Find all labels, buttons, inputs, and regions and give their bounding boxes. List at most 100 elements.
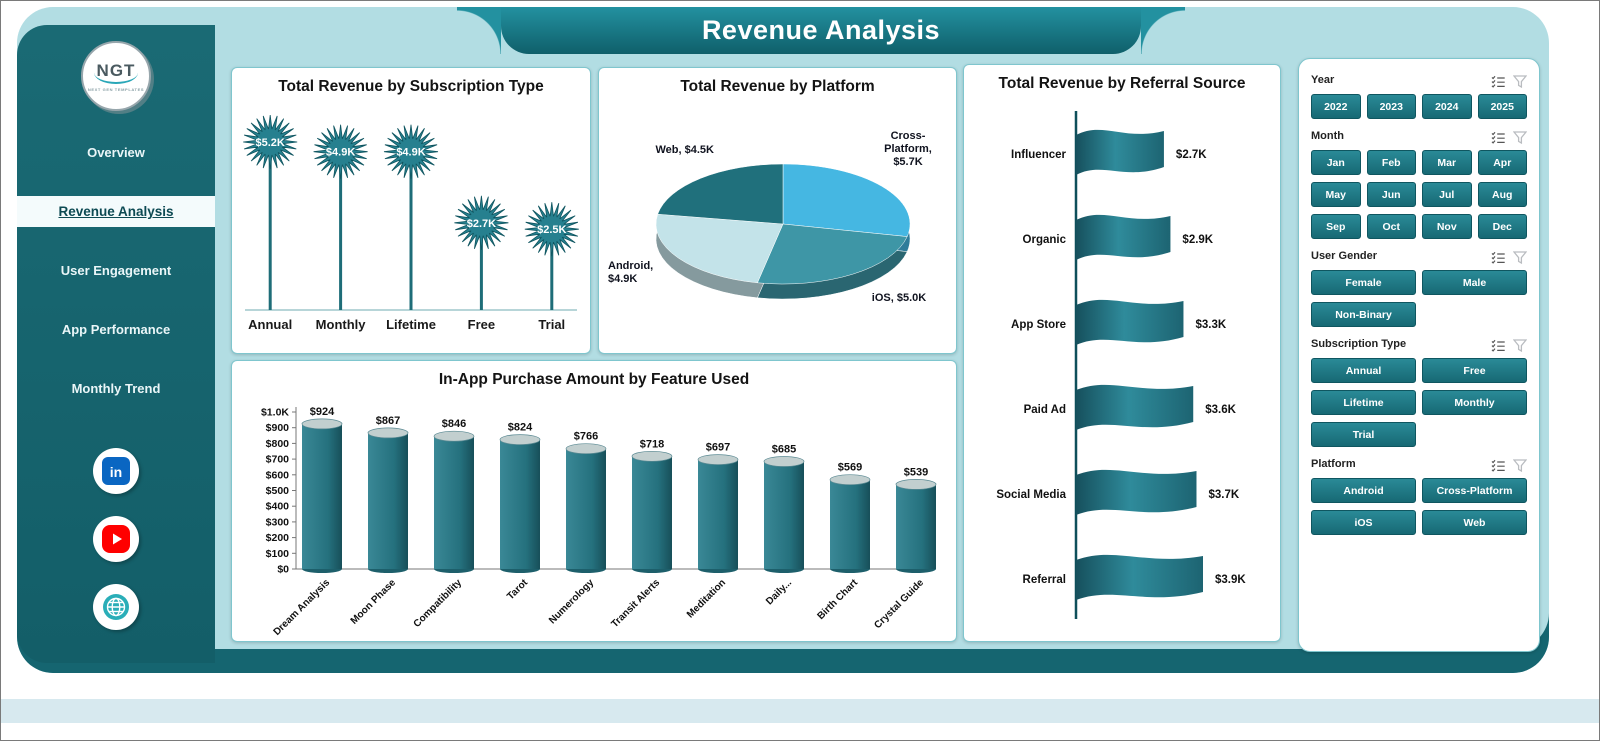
star-marker-trial[interactable] <box>524 202 579 257</box>
svg-text:$800: $800 <box>266 438 290 450</box>
slicer-option-platform-web[interactable]: Web <box>1422 510 1527 535</box>
slicer-option-subscription-type-monthly[interactable]: Monthly <box>1422 390 1527 415</box>
ngt-logo: NGT Next Gen Templates <box>81 41 151 111</box>
slicer-option-year-2025[interactable]: 2025 <box>1477 94 1527 119</box>
svg-text:$600: $600 <box>266 469 290 481</box>
clear-filter-icon[interactable] <box>1513 455 1527 472</box>
bar-dream-analysis[interactable] <box>302 423 342 569</box>
svg-text:Annual: Annual <box>248 317 292 332</box>
slicer-option-subscription-type-annual[interactable]: Annual <box>1311 358 1416 383</box>
svg-text:$400: $400 <box>266 501 290 513</box>
slicer-option-month-nov[interactable]: Nov <box>1422 214 1472 239</box>
slicer-option-user-gender-male[interactable]: Male <box>1422 270 1527 295</box>
slicer-option-month-may[interactable]: May <box>1311 182 1361 207</box>
bar-crystal-guide[interactable] <box>896 484 936 569</box>
slicer-option-month-sep[interactable]: Sep <box>1311 214 1361 239</box>
svg-text:$700: $700 <box>266 454 290 466</box>
pie-label-android: Android, $4.9K <box>608 260 653 285</box>
clear-filter-icon[interactable] <box>1513 335 1527 352</box>
slicer-option-year-2023[interactable]: 2023 <box>1366 94 1416 119</box>
linkedin-icon[interactable]: in <box>93 448 139 494</box>
youtube-icon[interactable] <box>93 516 139 562</box>
svg-text:$0: $0 <box>277 564 289 576</box>
pie-slice-cross-platform[interactable] <box>782 163 910 237</box>
slicer-option-platform-android[interactable]: Android <box>1311 478 1416 503</box>
svg-text:$1.0K: $1.0K <box>261 407 289 419</box>
svg-text:$2.7K: $2.7K <box>467 218 496 230</box>
slicer-option-month-dec[interactable]: Dec <box>1477 214 1527 239</box>
platform-pie-chart: Cross-Platform, $5.7K iOS, $5.0K Android, $4… <box>608 130 932 304</box>
slicer-option-user-gender-non-binary[interactable]: Non-Binary <box>1311 302 1416 327</box>
header-banner: Revenue Analysis <box>457 7 1185 54</box>
flag-app-store[interactable] <box>1076 299 1184 345</box>
flag-referral[interactable] <box>1076 554 1203 600</box>
website-globe-icon[interactable] <box>93 584 139 630</box>
sidebar-item-monthly-trend[interactable]: Monthly Trend <box>71 381 161 396</box>
multi-select-icon[interactable] <box>1491 335 1506 352</box>
bar-compatibility[interactable] <box>434 436 474 569</box>
slicer-option-month-jan[interactable]: Jan <box>1311 150 1361 175</box>
sidebar-item-user-engagement[interactable]: User Engagement <box>60 263 172 278</box>
star-marker-annual[interactable] <box>243 114 298 170</box>
chart-title-inapp: In-App Purchase Amount by Feature Used <box>438 371 750 388</box>
bar-moon-phase[interactable] <box>368 432 408 569</box>
slicer-option-month-jun[interactable]: Jun <box>1366 182 1416 207</box>
clear-filter-icon[interactable] <box>1513 127 1527 144</box>
slicer-option-subscription-type-free[interactable]: Free <box>1422 358 1527 383</box>
bar-numerology[interactable] <box>566 448 606 569</box>
flag-organic[interactable] <box>1076 214 1171 260</box>
slicer-option-month-apr[interactable]: Apr <box>1477 150 1527 175</box>
slicer-option-month-mar[interactable]: Mar <box>1422 150 1472 175</box>
pie-label-ios: iOS, $5.0K <box>871 292 925 304</box>
svg-text:$718: $718 <box>640 438 664 450</box>
sidebar-item-overview[interactable]: Overview <box>87 145 145 160</box>
chart-title-subscription: Total Revenue by Subscription Type <box>278 78 544 95</box>
sidebar-item-revenue-analysis[interactable]: Revenue Analysis <box>17 196 215 227</box>
svg-text:Tarot: Tarot <box>505 577 530 602</box>
slicer-option-subscription-type-lifetime[interactable]: Lifetime <box>1311 390 1416 415</box>
star-marker-monthly[interactable] <box>313 124 368 179</box>
flag-influencer[interactable] <box>1076 129 1164 175</box>
bar-meditation[interactable] <box>698 459 738 569</box>
clear-filter-icon[interactable] <box>1513 71 1527 88</box>
svg-text:Meditation: Meditation <box>685 577 728 620</box>
multi-select-icon[interactable] <box>1491 127 1506 144</box>
slicer-option-month-jul[interactable]: Jul <box>1422 182 1472 207</box>
slicer-option-month-feb[interactable]: Feb <box>1366 150 1416 175</box>
sidebar-item-app-performance[interactable]: App Performance <box>61 322 171 337</box>
inapp-chart-card: In-App Purchase Amount by Feature Used $… <box>231 360 957 642</box>
slicer-option-platform-ios[interactable]: iOS <box>1311 510 1416 535</box>
bar-daily[interactable] <box>764 461 804 570</box>
slicer-option-user-gender-female[interactable]: Female <box>1311 270 1416 295</box>
svg-text:$5.2K: $5.2K <box>256 137 285 149</box>
star-marker-free[interactable] <box>454 195 509 250</box>
slicer-user-gender: User Gender Female Male Non-Binary <box>1311 247 1527 327</box>
logo-text: NGT <box>93 61 139 84</box>
bar-transit-alerts[interactable] <box>632 456 672 569</box>
slicer-option-year-2024[interactable]: 2024 <box>1422 94 1472 119</box>
slicer-option-month-aug[interactable]: Aug <box>1477 182 1527 207</box>
multi-select-icon[interactable] <box>1491 247 1506 264</box>
svg-text:$867: $867 <box>376 415 400 427</box>
bar-tarot[interactable] <box>500 439 540 569</box>
star-marker-lifetime[interactable] <box>383 124 439 179</box>
slicer-option-month-oct[interactable]: Oct <box>1366 214 1416 239</box>
pie-slice-web[interactable] <box>656 163 783 225</box>
bar-birth-chart[interactable] <box>830 479 870 569</box>
slicer-option-subscription-type-trial[interactable]: Trial <box>1311 422 1416 447</box>
pie-slice-ios[interactable] <box>756 223 908 285</box>
pie-slice-android[interactable] <box>655 213 783 284</box>
slicer-title-platform: Platform <box>1311 457 1356 470</box>
flag-social-media[interactable] <box>1076 469 1197 515</box>
slicer-option-year-2022[interactable]: 2022 <box>1311 94 1361 119</box>
multi-select-icon[interactable] <box>1491 71 1506 88</box>
svg-text:Lifetime: Lifetime <box>386 317 436 332</box>
multi-select-icon[interactable] <box>1491 455 1506 472</box>
svg-text:Birth Chart: Birth Chart <box>815 577 860 622</box>
svg-text:Free: Free <box>468 317 495 332</box>
slicer-option-platform-cross-platform[interactable]: Cross-Platform <box>1422 478 1527 503</box>
svg-text:$100: $100 <box>266 548 290 560</box>
flag-paid-ad[interactable] <box>1076 384 1194 430</box>
clear-filter-icon[interactable] <box>1513 247 1527 264</box>
svg-text:$500: $500 <box>266 485 290 497</box>
